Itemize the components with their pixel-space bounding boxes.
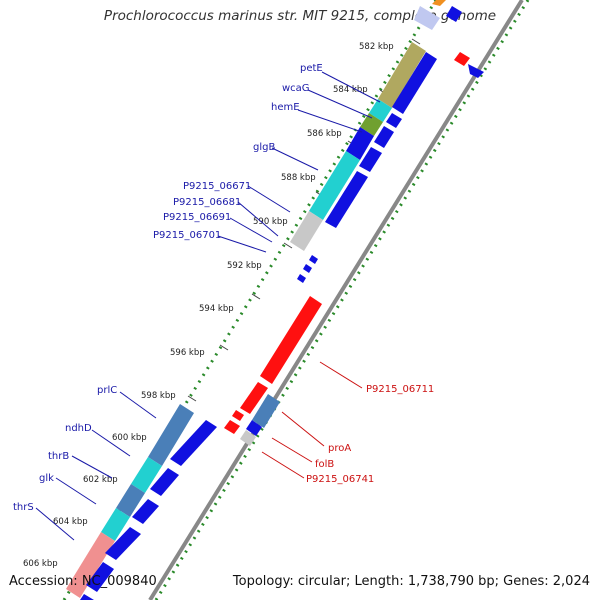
- gene-label-thrB: thrB: [48, 451, 69, 462]
- gene-arrow: [240, 382, 268, 414]
- gene-arrow: [374, 126, 394, 148]
- gene-label-prlC: prlC: [97, 385, 117, 396]
- cog-band: [66, 42, 426, 598]
- gene-label-p9215-06691: P9215_06691: [163, 212, 231, 223]
- reverse-genes: [224, 52, 470, 434]
- gene-label-thrS: thrS: [13, 502, 34, 513]
- cog-orange-top: [432, 0, 446, 6]
- cog-green-segment: [360, 113, 383, 136]
- tick-label: 596 kbp: [170, 348, 205, 358]
- cog-blue-inner: [246, 420, 262, 436]
- tick-label: 590 kbp: [253, 217, 288, 227]
- gene-label-p9215-06741: P9215_06741: [306, 474, 374, 485]
- gene-label-proA: proA: [328, 443, 351, 454]
- gene-arrow: [80, 594, 94, 600]
- cog-grey-segment: [290, 211, 323, 251]
- cog-pink-segment: [66, 532, 115, 598]
- tick-label: 594 kbp: [199, 304, 234, 314]
- left-gene-labels: petE wcaG hemE glgB P9215_06671 P9215_06…: [13, 63, 323, 513]
- genome-backbone: [148, 0, 524, 600]
- gene-arrow: [232, 410, 244, 421]
- gene-arrow: [303, 264, 312, 273]
- gene-label-petE: petE: [300, 63, 323, 74]
- gene-label-ndhD: ndhD: [65, 423, 92, 434]
- gene-arrow: [309, 255, 318, 264]
- cog-cyan-segment-4: [101, 508, 130, 541]
- tick-label: 598 kbp: [141, 391, 176, 401]
- gene-arrow: [224, 420, 240, 434]
- gene-arrow: [386, 113, 402, 128]
- cog-steel-inner: [252, 394, 280, 428]
- cog-cyan-segment-1: [369, 99, 392, 122]
- gene-label-p9215-06681: P9215_06681: [173, 197, 241, 208]
- gene-arrow: [454, 52, 470, 66]
- gene-label-p9215-06671: P9215_06671: [183, 181, 251, 192]
- gene-label-p9215-06701: P9215_06701: [153, 230, 221, 241]
- gc-dotted-track-right: [154, 0, 530, 600]
- tick-label: 588 kbp: [281, 173, 316, 183]
- gc-dotted-track-left: [62, 0, 438, 600]
- gene-label-hemE: hemE: [271, 102, 300, 113]
- gene-label-p9215-06711: P9215_06711: [366, 384, 434, 395]
- tick-labels: 582 kbp 584 kbp 586 kbp 588 kbp 590 kbp …: [23, 42, 394, 569]
- forward-genes: [80, 6, 484, 600]
- right-leader-lines: [261, 361, 363, 479]
- cog-steel-segment-2: [116, 484, 145, 517]
- cog-olive-segment: [378, 42, 426, 108]
- genome-stats-label: Topology: circular; Length: 1,738,790 bp…: [232, 574, 590, 589]
- tick-label: 606 kbp: [23, 559, 58, 569]
- gene-arrow: [150, 468, 179, 496]
- tick-label: 600 kbp: [112, 433, 147, 443]
- gene-arrow: [446, 6, 462, 22]
- map-title: Prochlorococcus marinus str. MIT 9215, c…: [103, 8, 497, 24]
- gene-arrow: [86, 562, 114, 592]
- cog-lightblue-top: [414, 6, 440, 30]
- gene-arrow: [359, 147, 382, 172]
- cog-grey-inner: [240, 430, 256, 446]
- cog-cyan-segment-3: [131, 457, 162, 493]
- tick-label: 592 kbp: [227, 261, 262, 271]
- inner-cog-features: [240, 0, 446, 446]
- gene-arrow: [297, 274, 306, 283]
- gene-label-wcaG: wcaG: [282, 83, 310, 94]
- gene-label-glgB: glgB: [253, 142, 275, 153]
- tick-label: 582 kbp: [359, 42, 394, 52]
- gene-arrow: [260, 296, 322, 384]
- gene-label-folB: folB: [315, 459, 334, 470]
- accession-label: Accession: NC_009840: [9, 574, 157, 589]
- cog-blue-segment-1: [346, 127, 374, 160]
- gene-arrow: [170, 420, 217, 466]
- gene-arrow: [468, 64, 484, 78]
- right-gene-labels: P9215_06711 proA folB P9215_06741: [306, 384, 434, 485]
- tick-label: 586 kbp: [307, 129, 342, 139]
- tick-label: 604 kbp: [53, 517, 88, 527]
- cog-cyan-segment-2: [309, 151, 360, 220]
- gene-arrow: [132, 499, 159, 524]
- gene-arrow: [105, 527, 141, 560]
- gene-arrow: [325, 171, 368, 228]
- left-leader-lines: [35, 71, 381, 541]
- gene-label-glk: glk: [39, 473, 54, 484]
- tick-label: 602 kbp: [83, 475, 118, 485]
- tick-label: 584 kbp: [333, 85, 368, 95]
- gene-arrow: [392, 52, 437, 114]
- cog-steel-segment-1: [148, 404, 194, 466]
